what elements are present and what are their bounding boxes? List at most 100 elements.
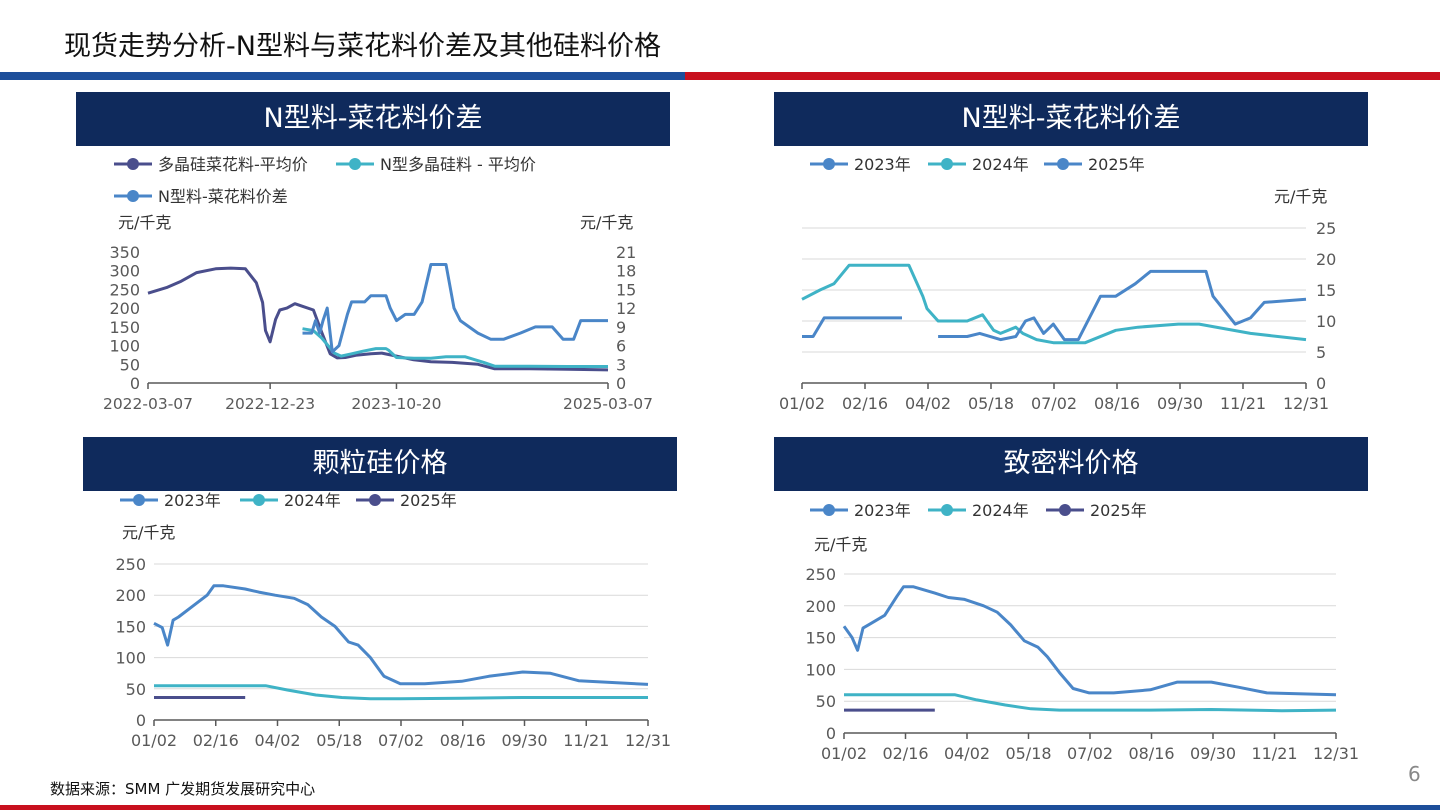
- x-tick-label: 01/02: [821, 744, 867, 763]
- series-line-1: [154, 684, 648, 701]
- x-tick-label: 09/30: [1190, 744, 1236, 763]
- y2-tick-label: 12: [616, 299, 636, 318]
- x-tick-label: 02/16: [842, 394, 888, 413]
- series-line-0: [153, 584, 649, 686]
- y-tick-label: 15: [1316, 281, 1336, 300]
- y-tick-label: 300: [109, 262, 140, 281]
- x-tick-label: 07/02: [1067, 744, 1113, 763]
- legend-marker-1: [941, 504, 953, 516]
- series-line-1: [801, 263, 1307, 345]
- y-tick-label: 250: [805, 565, 836, 584]
- y2-axis-unit: 元/千克: [580, 213, 633, 232]
- x-tick-label: 2022-12-23: [225, 395, 315, 413]
- y2-tick-label: 9: [616, 318, 626, 337]
- legend-label-2: 2025年: [1090, 501, 1147, 520]
- footer-rule-red: [0, 805, 710, 810]
- y2-tick-label: 18: [616, 262, 636, 281]
- y-axis-unit: 元/千克: [122, 523, 175, 542]
- y-tick-label: 100: [805, 660, 836, 679]
- y-tick-label: 20: [1316, 250, 1336, 269]
- y-tick-label: 200: [115, 586, 146, 605]
- x-tick-label: 02/16: [193, 731, 239, 750]
- y2-tick-label: 0: [616, 374, 626, 393]
- y-tick-label: 0: [130, 374, 140, 393]
- y-tick-label: 5: [1316, 343, 1326, 362]
- y-tick-label: 150: [805, 629, 836, 648]
- legend-marker-1: [253, 494, 265, 506]
- y-tick-label: 10: [1316, 312, 1336, 331]
- y-tick-label: 50: [816, 692, 836, 711]
- x-tick-label: 08/16: [1094, 394, 1140, 413]
- x-tick-label: 09/30: [501, 731, 547, 750]
- legend-label-2: 2025年: [1088, 155, 1145, 174]
- x-tick-label: 2023-10-20: [351, 395, 441, 413]
- legend-label-0: 多晶硅菜花料-平均价: [158, 155, 308, 174]
- y-tick-label: 150: [109, 318, 140, 337]
- header-rule-red: [685, 72, 1440, 80]
- footer-rule-blue: [710, 805, 1440, 810]
- y-tick-label: 200: [109, 299, 140, 318]
- x-tick-label: 12/31: [1313, 744, 1359, 763]
- y2-axis-unit: 元/千克: [1274, 187, 1327, 206]
- legend-marker-0: [127, 158, 139, 170]
- legend-marker-1: [941, 158, 953, 170]
- panel-title-3: 颗粒硅价格: [83, 437, 677, 491]
- y-axis-unit: 元/千克: [814, 535, 867, 554]
- legend-marker-1: [349, 158, 361, 170]
- data-source: 数据来源：SMM 广发期货发展研究中心: [50, 780, 316, 798]
- x-tick-label: 05/18: [316, 731, 362, 750]
- panel-title-2: N型料-菜花料价差: [774, 92, 1368, 146]
- legend-marker-2: [369, 494, 381, 506]
- y2-tick-label: 15: [616, 280, 636, 299]
- x-tick-label: 2025-03-07: [563, 395, 653, 413]
- legend-label-0: 2023年: [854, 155, 911, 174]
- legend-marker-0: [823, 504, 835, 516]
- legend-label-0: 2023年: [854, 501, 911, 520]
- x-tick-label: 05/18: [968, 394, 1014, 413]
- x-tick-label: 01/02: [779, 394, 825, 413]
- panel-title-4: 致密料价格: [774, 437, 1368, 491]
- series-line-2: [938, 269, 1307, 342]
- x-tick-label: 02/16: [882, 744, 928, 763]
- series-line-0: [842, 585, 1337, 697]
- x-tick-label: 04/02: [905, 394, 951, 413]
- legend-label-1: 2024年: [972, 501, 1029, 520]
- legend-marker-0: [133, 494, 145, 506]
- y-tick-label: 25: [1316, 219, 1336, 238]
- y-tick-label: 0: [826, 724, 836, 743]
- y2-tick-label: 6: [616, 337, 626, 356]
- y-tick-label: 200: [805, 597, 836, 616]
- y-tick-label: 100: [109, 337, 140, 356]
- x-tick-label: 11/21: [1220, 394, 1266, 413]
- series-line-0: [802, 316, 902, 338]
- y-tick-label: 350: [109, 243, 140, 262]
- series-line-1: [844, 693, 1337, 713]
- x-tick-label: 11/21: [563, 731, 609, 750]
- legend-label-1: N型多晶硅料 - 平均价: [380, 155, 536, 174]
- y-tick-label: 250: [109, 280, 140, 299]
- x-tick-label: 04/02: [254, 731, 300, 750]
- y-tick-label: 50: [120, 355, 140, 374]
- x-tick-label: 08/16: [440, 731, 486, 750]
- x-tick-label: 05/18: [1005, 744, 1051, 763]
- y-tick-label: 50: [126, 680, 146, 699]
- y-tick-label: 250: [115, 555, 146, 574]
- y2-tick-label: 21: [616, 243, 636, 262]
- page-number: 6: [1408, 762, 1421, 786]
- legend-label-2: 2025年: [400, 491, 457, 510]
- x-tick-label: 08/16: [1128, 744, 1174, 763]
- legend-label-2: N型料-菜花料价差: [158, 187, 288, 206]
- legend-label-1: 2024年: [284, 491, 341, 510]
- x-tick-label: 04/02: [944, 744, 990, 763]
- header-rule-blue: [0, 72, 685, 80]
- x-tick-label: 12/31: [625, 731, 671, 750]
- legend-marker-0: [823, 158, 835, 170]
- x-tick-label: 09/30: [1157, 394, 1203, 413]
- y-tick-label: 150: [115, 617, 146, 636]
- x-tick-label: 11/21: [1251, 744, 1297, 763]
- y-tick-label: 100: [115, 649, 146, 668]
